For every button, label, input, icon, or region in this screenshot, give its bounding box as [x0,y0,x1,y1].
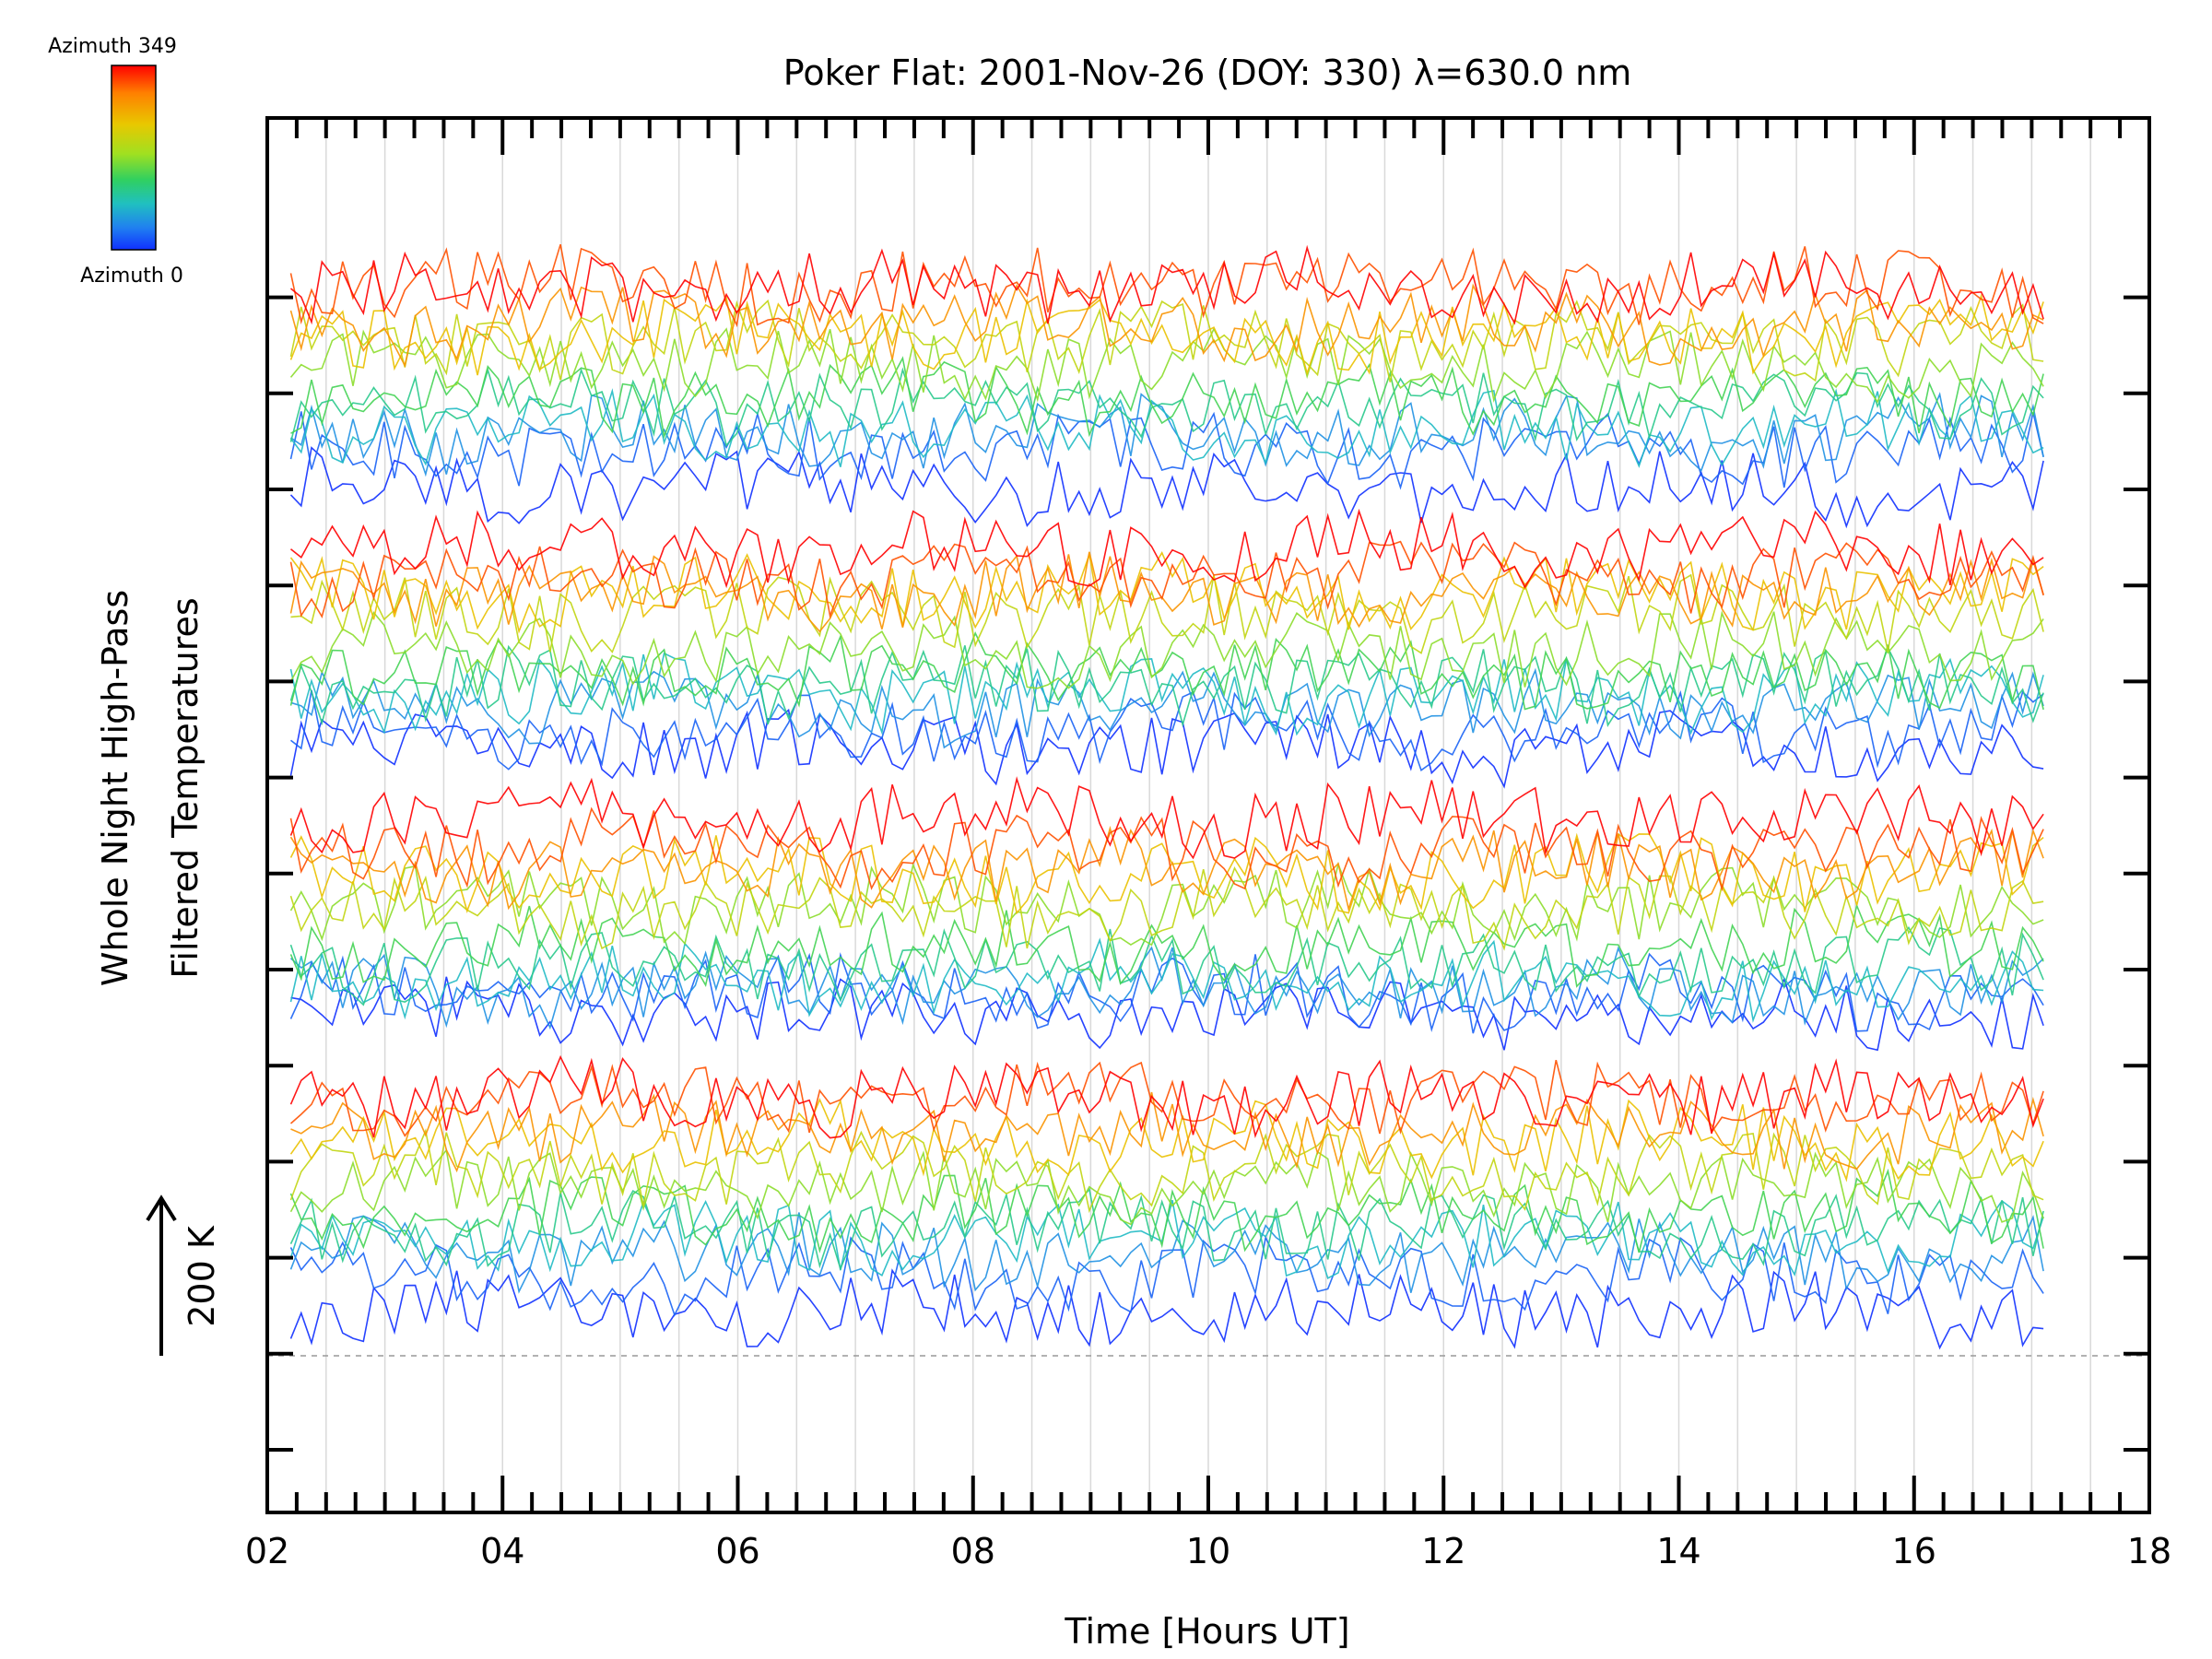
series-line [289,925,2044,1006]
series-line [289,946,2044,1030]
x-tick-label: 16 [1892,1531,1936,1571]
series-line [290,976,2044,1052]
series-line [290,392,2044,477]
series-line [289,410,2044,490]
series-line [289,551,2044,633]
series-line [289,776,2044,860]
series-line [289,327,2044,404]
series-line [289,865,2044,951]
x-axis-label: Time [Hours UT] [1064,1611,1349,1652]
x-tick-label: 04 [480,1531,524,1571]
colorbar-bottom-label: Azimuth 0 [80,265,183,288]
chart-title: Poker Flat: 2001-Nov-26 (DOY: 330) λ=630… [783,53,1631,93]
series-line [290,573,2044,654]
series-line [289,388,2044,468]
colorbar-top-label: Azimuth 349 [48,35,177,58]
series-line [289,446,2044,529]
series-line [289,806,2044,892]
series-line [289,299,2044,382]
x-tick-label: 06 [715,1531,759,1571]
x-tick-label: 12 [1421,1531,1465,1571]
series-line [289,293,2044,376]
series-line [289,862,2044,947]
x-tick-label: 14 [1656,1531,1700,1571]
series-line [290,689,2044,771]
series-line [289,610,2044,689]
series-line [289,1235,2044,1317]
series-line [290,667,2044,749]
series-line [290,356,2044,440]
x-tick-label: 02 [245,1531,289,1571]
series-line [289,367,2044,447]
y-axis-label-line2: Filtered Temperatures [165,597,206,978]
series-line [289,902,2044,988]
series-line [289,644,2044,728]
series-line [289,283,2044,369]
axis-ticks [265,118,2151,1512]
series-line [289,937,2044,1023]
series-line [289,1168,2044,1253]
series-line [289,1212,2044,1294]
colorbar: Azimuth 349 Azimuth 0 [48,35,183,288]
y-axis-label-line1: Whole Night High-Pass [95,590,135,986]
series-line [289,1054,2044,1139]
series-lines [289,243,2044,1350]
x-tick-label: 08 [951,1531,995,1571]
series-line [289,1098,2044,1182]
series-line [289,508,2044,589]
scale-arrow [146,1194,177,1356]
series-line [289,540,2044,619]
series-line [289,1148,2044,1226]
series-line [290,1091,2044,1173]
series-line [289,1128,2044,1214]
scale-label: 200 K [182,1225,222,1327]
grid [325,118,2091,1512]
series-line [289,708,2044,789]
x-tick-label: 18 [2127,1531,2171,1571]
x-tick-label: 10 [1186,1531,1230,1571]
series-line [289,1060,2044,1137]
series-line [289,244,2044,325]
series-line [289,243,2044,328]
series-line [289,1268,2044,1350]
series-line [289,652,2044,736]
x-tick-labels: 02 04 06 08 10 12 14 16 18 [245,1531,2171,1571]
colorbar-gradient [111,65,157,251]
series-line [289,825,2044,912]
series-line [289,630,2044,711]
